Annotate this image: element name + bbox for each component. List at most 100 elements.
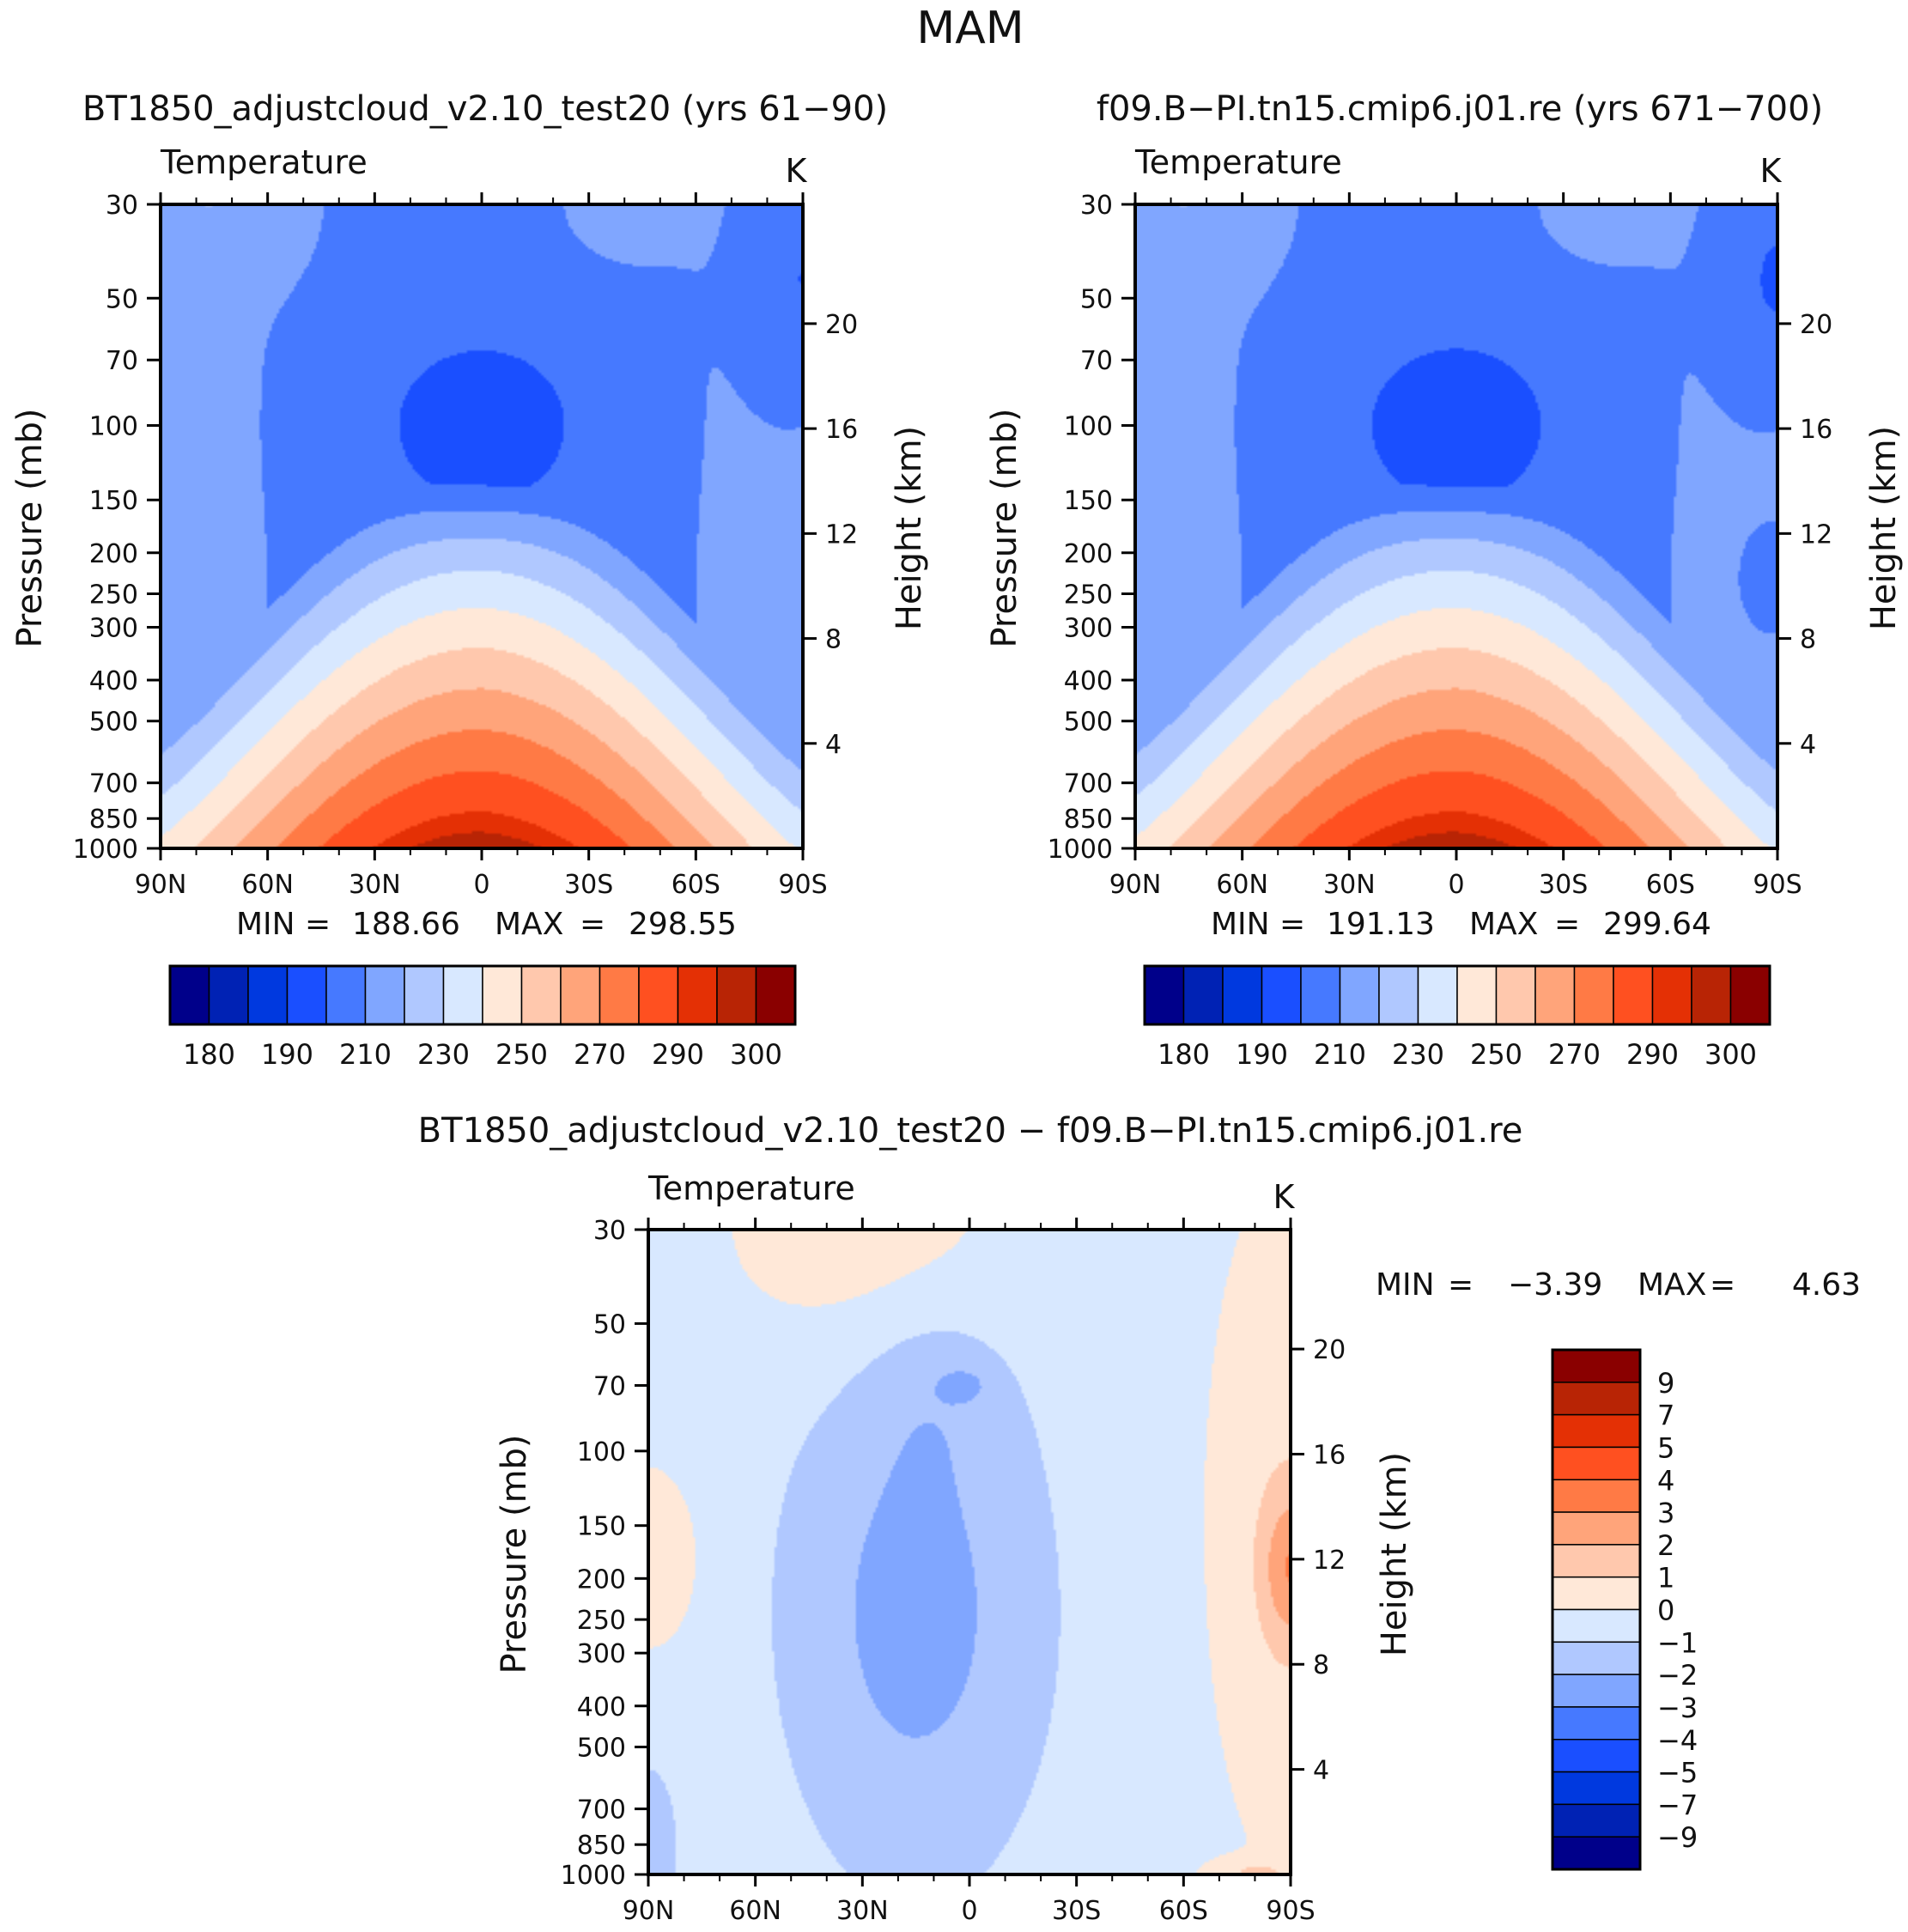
panel-1-colorbar: 180 190 210 230 250 270 290 300 [168, 964, 797, 1071]
colorbar-label: −5 [1657, 1757, 1698, 1789]
colorbar-box [1552, 1511, 1641, 1546]
colorbar-label: 270 [574, 1038, 626, 1071]
y2-tick-label: 20 [825, 310, 858, 340]
colorbar-label: 180 [1158, 1038, 1210, 1071]
y-tick-label: 300 [1064, 613, 1113, 643]
panel-1-min-label: MIN [236, 907, 295, 942]
y-tick-label: 500 [577, 1734, 626, 1764]
colorbar-label: 3 [1657, 1497, 1674, 1529]
x-tick-label: 60S [1159, 1896, 1208, 1926]
panel-1-min-equals: = [305, 907, 331, 942]
panel-3-field [648, 1230, 1291, 1874]
colorbar-label: 300 [730, 1038, 782, 1071]
panel-1-y-axis-title: Pressure (mb) [10, 408, 50, 647]
y-tick-label: 250 [1064, 580, 1113, 610]
y-tick-label: 50 [593, 1309, 626, 1340]
colorbar-box [325, 965, 367, 1025]
panel-2-contour-plot: 3050701001502002503004005007008501000481… [1048, 191, 1833, 900]
panel-2-stats: MIN = 191.13 MAX = 299.64 [1211, 907, 1711, 942]
colorbar-frame [1143, 964, 1771, 1026]
x-tick-label: 60N [729, 1896, 781, 1926]
figure-title: MAM [916, 3, 1024, 54]
colorbar-label: 1 [1657, 1562, 1674, 1595]
panel-2-header: f09.B−PI.tn15.cmip6.j01.re (yrs 671−700) [1097, 89, 1823, 129]
colorbar-label: 250 [1470, 1038, 1522, 1071]
y2-tick-label: 4 [825, 730, 842, 760]
y-tick-label: 200 [1064, 539, 1113, 569]
y-tick-label: 100 [1064, 412, 1113, 442]
y-tick-label: 250 [89, 580, 138, 610]
y-tick-label: 50 [106, 284, 138, 314]
panel-2-min-value: 191.13 [1327, 907, 1435, 942]
y-tick-label: 30 [593, 1216, 626, 1246]
y-tick-label: 70 [593, 1371, 626, 1401]
colorbar-box [1339, 965, 1380, 1025]
panel-1-max-label: MAX [495, 907, 563, 942]
y2-tick-label: 16 [1800, 415, 1832, 445]
panel-3-stats: MIN = −3.39 MAX = 4.63 [1376, 1267, 1861, 1303]
panel-2-max-equals: = [1554, 907, 1580, 942]
panel-1-max-value: 298.55 [629, 907, 737, 942]
panel-3-max-value: 4.63 [1792, 1267, 1861, 1303]
x-tick-label: 30N [836, 1896, 889, 1926]
colorbar-box [1495, 965, 1536, 1025]
colorbar-box [1182, 965, 1224, 1025]
colorbar-box [1552, 1576, 1641, 1611]
y2-tick-label: 12 [1800, 519, 1832, 550]
y2-tick-label: 16 [1313, 1440, 1346, 1470]
colorbar-label: 2 [1657, 1529, 1674, 1562]
colorbar-box [364, 965, 405, 1025]
y-tick-label: 400 [1064, 666, 1113, 696]
colorbar-box [482, 965, 523, 1025]
colorbar-label: −3 [1657, 1692, 1698, 1724]
y-tick-label: 700 [1064, 769, 1113, 799]
panel-3-max-equals: = [1710, 1267, 1735, 1303]
y2-tick-label: 8 [825, 625, 842, 655]
panel-1-stats: MIN = 188.66 MAX = 298.55 [236, 907, 737, 942]
colorbar-label: 0 [1657, 1595, 1674, 1627]
colorbar-label: −4 [1657, 1724, 1698, 1757]
panel-1-variable-label: Temperature [160, 143, 368, 181]
y-tick-label: 500 [89, 708, 138, 738]
colorbar-box [1552, 1803, 1641, 1838]
colorbar-box [638, 965, 679, 1025]
x-tick-label: 30N [1323, 870, 1376, 900]
y-tick-label: 70 [106, 346, 138, 376]
colorbar-label: 180 [183, 1038, 235, 1071]
y-tick-label: 100 [577, 1437, 626, 1467]
y-tick-label: 1000 [561, 1861, 626, 1891]
panel-3-header: BT1850_adjustcloud_v2.10_test20 − f09.B−… [418, 1111, 1523, 1151]
y-tick-label: 70 [1080, 346, 1113, 376]
x-tick-label: 60S [1646, 870, 1695, 900]
y-tick-label: 850 [577, 1831, 626, 1861]
y2-tick-label: 8 [1800, 625, 1816, 655]
colorbar-box [169, 965, 210, 1025]
colorbar-box [286, 965, 327, 1025]
y-tick-label: 30 [1080, 191, 1113, 221]
panel-2-field [1135, 204, 1777, 848]
colorbar-box [560, 965, 601, 1025]
colorbar-label: 290 [1626, 1038, 1679, 1071]
colorbar-label: −2 [1657, 1659, 1698, 1692]
y-tick-label: 850 [89, 805, 138, 835]
colorbar-box [1552, 1349, 1641, 1383]
colorbar-box [755, 965, 796, 1025]
colorbar-label: 230 [1392, 1038, 1444, 1071]
panel-2-max-label: MAX [1469, 907, 1538, 942]
colorbar-box [1300, 965, 1341, 1025]
colorbar-label: 190 [1236, 1038, 1288, 1071]
x-tick-label: 0 [961, 1896, 977, 1926]
colorbar-box [442, 965, 483, 1025]
panel-2-y2-axis-title: Height (km) [1864, 426, 1904, 630]
x-tick-label: 30N [349, 870, 401, 900]
colorbar-box [1417, 965, 1458, 1025]
panel-2-min-label: MIN [1211, 907, 1270, 942]
y-tick-label: 250 [577, 1606, 626, 1636]
panel-3-variable-label: Temperature [647, 1170, 855, 1207]
panel-3-min-equals: = [1448, 1267, 1474, 1303]
y-tick-label: 500 [1064, 708, 1113, 738]
y-tick-label: 200 [89, 539, 138, 569]
x-tick-label: 30S [1539, 870, 1588, 900]
colorbar-box [1651, 965, 1692, 1025]
